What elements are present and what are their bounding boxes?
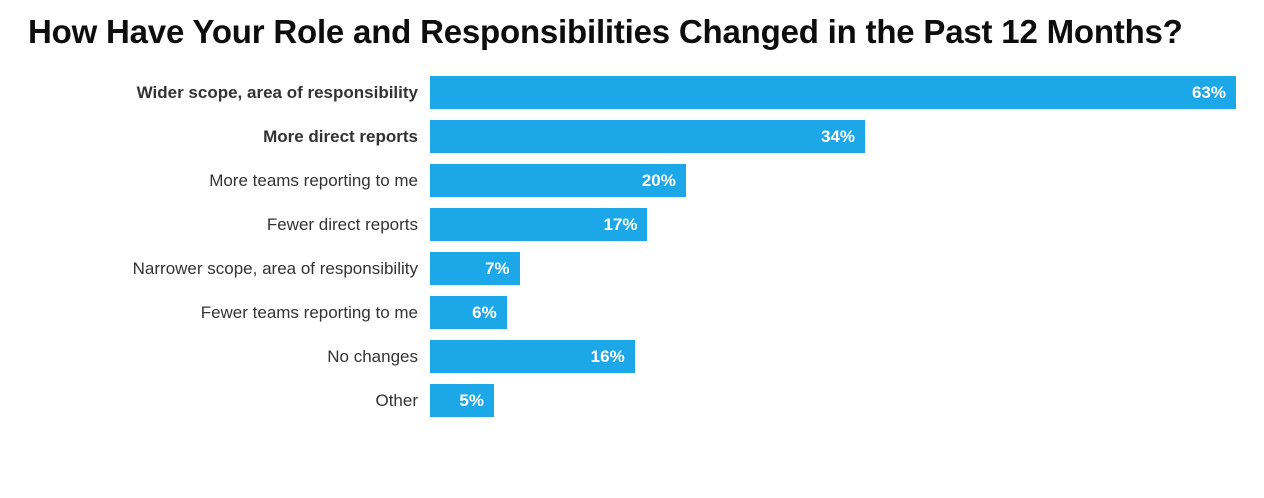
bar: 63% bbox=[430, 76, 1236, 110]
chart-rows: Wider scope, area of responsibility 63% … bbox=[28, 76, 1236, 418]
bar: 20% bbox=[430, 164, 686, 198]
category-label: Narrower scope, area of responsibility bbox=[132, 258, 418, 278]
bar-area: 34% bbox=[430, 120, 1236, 154]
value-label: 5% bbox=[459, 390, 484, 410]
chart-row: Wider scope, area of responsibility 63% bbox=[28, 76, 1236, 110]
bar-area: 63% bbox=[430, 76, 1236, 110]
value-label: 7% bbox=[484, 258, 510, 278]
chart-title: How Have Your Role and Responsibilities … bbox=[28, 13, 1183, 50]
bar: 5% bbox=[430, 384, 494, 418]
chart-row: Narrower scope, area of responsibility 7… bbox=[28, 252, 1236, 286]
bar-area: 7% bbox=[430, 252, 1236, 286]
chart-row: Fewer direct reports 17% bbox=[28, 208, 1236, 242]
bar-area: 17% bbox=[430, 208, 1236, 242]
bar: 6% bbox=[430, 296, 507, 330]
category-label: No changes bbox=[327, 346, 418, 366]
value-label: 6% bbox=[472, 302, 497, 322]
chart-row: More direct reports 34% bbox=[28, 120, 1236, 154]
category-label: Fewer teams reporting to me bbox=[200, 302, 418, 322]
category-label: Fewer direct reports bbox=[266, 214, 418, 234]
bar: 34% bbox=[430, 120, 865, 154]
chart-row: Fewer teams reporting to me 6% bbox=[28, 296, 1236, 330]
bar: 16% bbox=[430, 340, 635, 374]
bar-area: 16% bbox=[430, 340, 1236, 374]
value-label: 17% bbox=[603, 214, 638, 234]
category-label: Wider scope, area of responsibility bbox=[136, 82, 418, 102]
value-label: 20% bbox=[641, 170, 676, 190]
bar-area: 5% bbox=[430, 384, 1236, 418]
chart-row: No changes 16% bbox=[28, 340, 1236, 374]
bar: 7% bbox=[430, 252, 520, 286]
chart-row: More teams reporting to me 20% bbox=[28, 164, 1236, 198]
chart-row: Other 5% bbox=[28, 384, 1236, 418]
bar-area: 6% bbox=[430, 296, 1236, 330]
category-label: More direct reports bbox=[263, 126, 418, 146]
bar-area: 20% bbox=[430, 164, 1236, 198]
value-label: 63% bbox=[1191, 82, 1226, 102]
value-label: 16% bbox=[590, 346, 625, 366]
bar: 17% bbox=[430, 208, 648, 242]
category-label: Other bbox=[375, 390, 418, 410]
value-label: 34% bbox=[820, 126, 855, 146]
category-label: More teams reporting to me bbox=[209, 170, 418, 190]
